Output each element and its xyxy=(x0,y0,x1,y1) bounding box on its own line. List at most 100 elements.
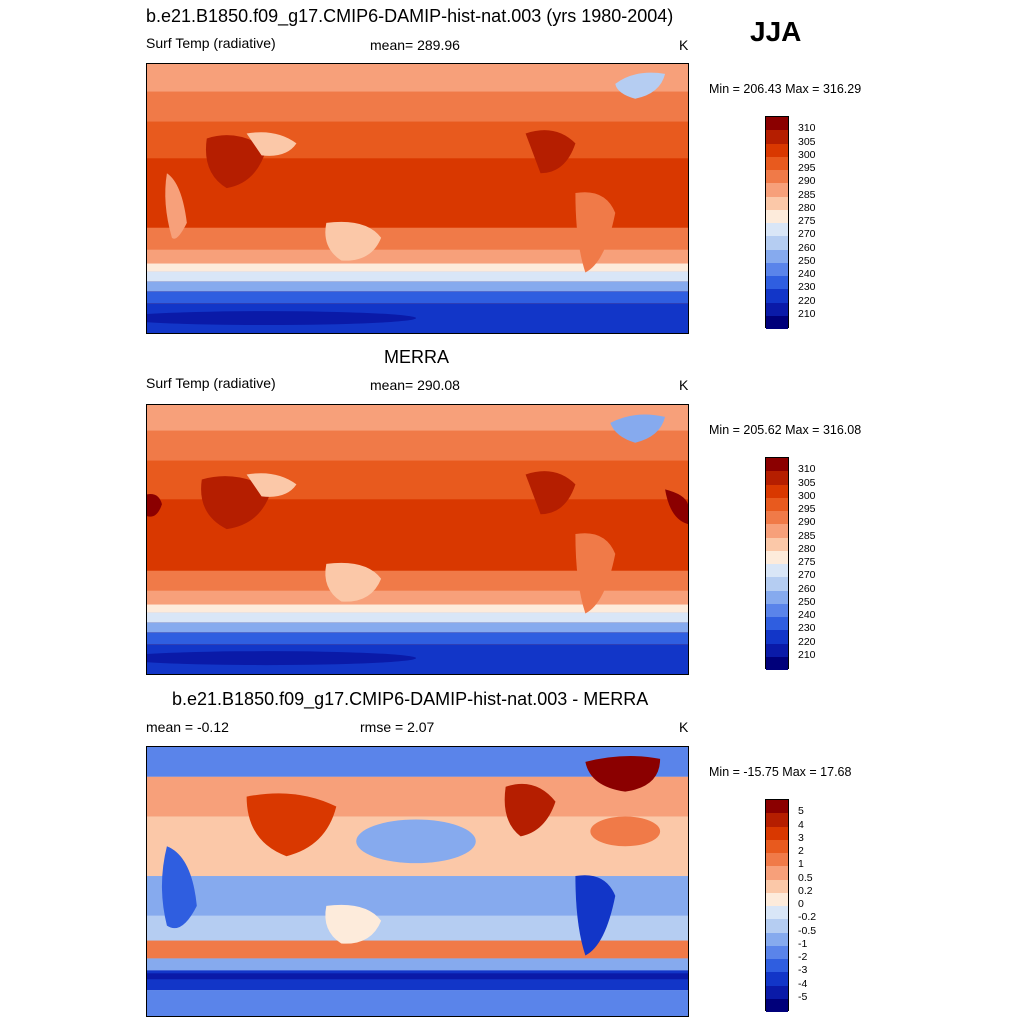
colorbar-swatch xyxy=(766,223,788,237)
colorbar-swatch xyxy=(766,972,788,986)
colorbar-swatch xyxy=(766,603,788,617)
colorbar-swatch xyxy=(766,643,788,657)
colorbar-swatch xyxy=(766,524,788,538)
colorbar-swatch xyxy=(766,656,788,670)
colorbar-swatch xyxy=(766,919,788,933)
colorbar-swatch xyxy=(766,906,788,920)
colorbar-tick-label: 285 xyxy=(798,188,816,201)
panel-1-map xyxy=(146,63,689,334)
colorbar-tick-label: 220 xyxy=(798,294,816,307)
colorbar-tick-label: 280 xyxy=(798,201,816,214)
colorbar-swatch xyxy=(766,839,788,853)
colorbar-tick-label: 260 xyxy=(798,582,816,595)
colorbar-tick-label: 250 xyxy=(798,595,816,608)
colorbar-swatch xyxy=(766,130,788,144)
colorbar-tick-label: 0 xyxy=(798,898,804,910)
colorbar-tick-label: 270 xyxy=(798,228,816,241)
colorbar-swatch xyxy=(766,170,788,184)
colorbar-swatch xyxy=(766,853,788,867)
colorbar-tick-label: -2 xyxy=(798,951,808,963)
colorbar-swatch xyxy=(766,590,788,604)
colorbar-tick-label: 4 xyxy=(798,818,804,831)
colorbar-tick-label: 5 xyxy=(798,805,804,818)
colorbar-tick-label: 1 xyxy=(798,858,804,871)
panel-1-mean-label: mean= 289.96 xyxy=(370,37,460,53)
colorbar-tick-label: 3 xyxy=(798,831,804,844)
colorbar-swatch xyxy=(766,564,788,578)
colorbar-swatch xyxy=(766,800,788,814)
colorbar-swatch xyxy=(766,276,788,290)
colorbar-tick-label: 305 xyxy=(798,476,816,489)
colorbar-swatch xyxy=(766,826,788,840)
panel-3-rmse-label: rmse = 2.07 xyxy=(360,719,435,735)
colorbar-tick-label: 230 xyxy=(798,281,816,294)
colorbar-swatch xyxy=(766,196,788,210)
panel-2-minmax: Min = 205.62 Max = 316.08 xyxy=(709,423,862,437)
panel-1-map-field xyxy=(147,64,688,333)
colorbar-swatch xyxy=(766,511,788,525)
colorbar-tick-label: 305 xyxy=(798,135,816,148)
colorbar-swatch xyxy=(766,289,788,303)
colorbar-swatch xyxy=(766,959,788,973)
colorbar-tick-label: 2 xyxy=(798,845,804,857)
colorbar-swatch xyxy=(766,537,788,551)
colorbar-swatch xyxy=(766,985,788,999)
colorbar-swatch xyxy=(766,315,788,329)
colorbar-swatch xyxy=(766,945,788,959)
panel-1-minmax: Min = 206.43 Max = 316.29 xyxy=(709,82,862,96)
colorbar-tick-label: 210 xyxy=(798,307,816,320)
colorbar-tick-label: 0.2 xyxy=(798,884,813,897)
colorbar-swatch xyxy=(766,209,788,223)
colorbar-swatch xyxy=(766,471,788,485)
colorbar-tick-label: 300 xyxy=(798,148,816,161)
colorbar-swatch xyxy=(766,236,788,250)
colorbar-tick-label: -4 xyxy=(798,977,808,990)
colorbar-swatch xyxy=(766,262,788,276)
panel-2-mean-label: mean= 290.08 xyxy=(370,377,460,393)
colorbar-tick-label: 210 xyxy=(798,648,816,661)
colorbar-tick-label: 260 xyxy=(798,241,816,254)
colorbar-tick-label: 250 xyxy=(798,254,816,267)
season-label: JJA xyxy=(750,16,802,47)
colorbar-swatch xyxy=(766,249,788,263)
colorbar-tick-label: 230 xyxy=(798,622,816,635)
colorbar-swatch xyxy=(766,892,788,906)
colorbar-tick-label: 240 xyxy=(798,268,816,280)
colorbar-tick-label: 295 xyxy=(798,503,816,515)
panel-2-units: K xyxy=(679,377,689,393)
panel-3-minmax: Min = -15.75 Max = 17.68 xyxy=(709,765,852,779)
colorbar-tick-label: 310 xyxy=(798,122,816,135)
panel-3-map xyxy=(146,746,689,1017)
colorbar-tick-label: 275 xyxy=(798,215,816,227)
colorbar-tick-label: 300 xyxy=(798,489,816,502)
colorbar-swatch xyxy=(766,458,788,472)
colorbar-swatch xyxy=(766,932,788,946)
panel-2-variable-label: Surf Temp (radiative) xyxy=(146,375,276,391)
panel-3-colorbar xyxy=(765,799,789,1012)
panel-2-title: MERRA xyxy=(384,347,450,367)
panel-3-units: K xyxy=(679,719,689,735)
colorbar-swatch xyxy=(766,998,788,1012)
colorbar-tick-label: 310 xyxy=(798,463,816,476)
colorbar-swatch xyxy=(766,143,788,157)
colorbar-swatch xyxy=(766,183,788,197)
colorbar-swatch xyxy=(766,879,788,893)
colorbar-tick-label: -3 xyxy=(798,964,808,977)
colorbar-tick-label: -0.2 xyxy=(798,911,817,924)
panel-3-mean-label: mean = -0.12 xyxy=(146,719,229,735)
colorbar-swatch xyxy=(766,550,788,564)
colorbar-swatch xyxy=(766,577,788,591)
colorbar-tick-label: 240 xyxy=(798,609,816,621)
colorbar-tick-label: 285 xyxy=(798,529,816,542)
colorbar-tick-label: 290 xyxy=(798,175,816,188)
colorbar-tick-label: 270 xyxy=(798,569,816,582)
panel-2-map xyxy=(146,404,689,675)
colorbar-swatch xyxy=(766,617,788,631)
panel-3-map-field xyxy=(147,747,688,1016)
colorbar-swatch xyxy=(766,630,788,644)
colorbar-swatch xyxy=(766,156,788,170)
panel-1-units: K xyxy=(679,37,689,53)
colorbar-tick-label: -0.5 xyxy=(798,924,817,937)
colorbar-tick-label: -1 xyxy=(798,937,808,950)
panel-2-map-field xyxy=(147,405,688,674)
